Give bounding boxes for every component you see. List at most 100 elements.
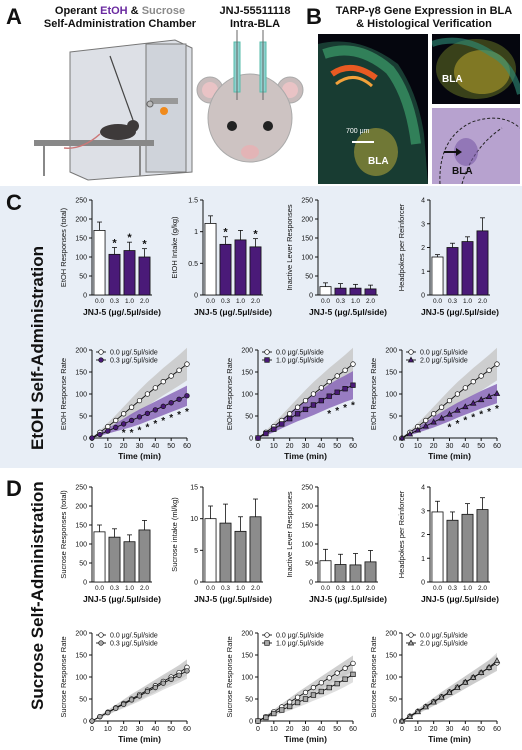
d_line1-series-point	[184, 668, 190, 674]
d_line3-series-point	[438, 693, 445, 700]
c_intake-ytick-label: 1.5	[188, 198, 198, 205]
c_headpokes-bar	[446, 247, 459, 296]
c_total-ylabel: EtOH Responses (total)	[59, 207, 68, 287]
d_line2-series-point	[318, 680, 324, 686]
d_intake-bar	[249, 516, 262, 583]
d_line2-xlabel: Time (min)	[284, 734, 327, 744]
c_line3-xtick-label: 0	[400, 443, 404, 450]
c_line2-legend-label: 0.0 μg/.5μl/side	[276, 350, 324, 357]
d_inactive-ytick-label: 150	[301, 523, 313, 530]
c_line1-sig-star: *	[145, 422, 149, 433]
c_line3-series-point	[438, 404, 445, 410]
c_line1-legend-marker	[98, 349, 104, 355]
c_line1-ytick-label: 50	[79, 414, 87, 421]
c_inactive-bar	[334, 287, 347, 296]
c_intake-bar	[219, 243, 232, 296]
c_line2-series-point	[342, 386, 348, 392]
d_inactive-xlabel: JNJ-5 (μg/.5μl/side)	[309, 594, 387, 604]
d_headpokes-bar	[476, 509, 489, 583]
histology-overview-image: 700 μm BLA	[318, 34, 428, 184]
d_intake-ytick-label: 10	[190, 516, 198, 523]
d_headpokes-xtick-label: 0.3	[448, 585, 457, 592]
c_line1-series-point	[184, 393, 190, 399]
c_total-ytick-label: 250	[75, 198, 87, 205]
histology-cannula-drawing	[439, 117, 520, 184]
c_total-sig-star: *	[142, 239, 147, 251]
c_line2-series-point	[310, 402, 317, 408]
d_headpokes-bar	[431, 511, 444, 583]
c_line2-xtick-label: 0	[256, 443, 260, 450]
c_total-xlabel: JNJ-5 (μg/.5μl/side)	[83, 307, 161, 317]
d_intake-bar	[234, 530, 247, 583]
d_intake-bar	[204, 518, 217, 583]
c_intake-bar	[234, 239, 247, 296]
c_headpokes-xtick-label: 2.0	[478, 298, 487, 305]
c_line3-legend-marker	[407, 356, 415, 363]
c_line2-ytick-label: 50	[245, 414, 253, 421]
d_intake-xtick-label: 2.0	[251, 585, 260, 592]
d_line3-xtick-label: 40	[461, 726, 469, 733]
d_line1-series-point	[152, 684, 158, 691]
rat-head-illustration	[196, 30, 304, 163]
drug-title-line1: JNJ-55511118	[219, 5, 291, 17]
c_line3-sig-star: *	[487, 407, 491, 418]
c_line3-xtick-label: 10	[414, 443, 422, 450]
d_line2-series-point	[279, 707, 285, 713]
d_line1-ytick-label: 0	[83, 719, 87, 726]
c_headpokes-ytick-label: 4	[421, 198, 425, 205]
panel-d-label: D	[6, 476, 22, 501]
c_line1-xtick-label: 50	[167, 443, 175, 450]
d_line3-series-point	[406, 713, 414, 719]
d_inactive-ytick-label: 100	[301, 542, 313, 549]
d_line1-ytick-label: 150	[75, 653, 87, 660]
c_line3-series-point	[446, 410, 453, 417]
c_line2-series-point	[326, 379, 332, 385]
c_line3-xtick-label: 50	[477, 443, 485, 450]
c_line3-series-point	[406, 430, 414, 437]
c_intake-xtick-label: 0.0	[206, 298, 215, 305]
d_inactive-bar	[349, 564, 362, 583]
c_line3-sig-star: *	[448, 422, 452, 433]
c_line3-sig-star: *	[471, 413, 475, 424]
d_total-ylabel: Sucrose Responses (total)	[59, 490, 68, 579]
chamber-title-etoh: EtOH	[100, 5, 128, 17]
c_line1-series-point	[168, 373, 174, 379]
d_line1-legend-marker	[98, 632, 104, 638]
d_line3-series-point	[477, 669, 485, 675]
c_line1-sig-star: *	[177, 410, 181, 421]
c_line2-ylabel: EtOH Response Rate	[225, 358, 234, 430]
c_headpokes-ytick-label: 0	[421, 293, 425, 300]
c_line3-series-point	[478, 373, 484, 379]
c_headpokes-bar	[431, 256, 444, 296]
c_line1-legend-marker	[98, 357, 104, 363]
d_intake-xtick-label: 0.0	[206, 585, 215, 592]
c_line1-series-point	[152, 385, 158, 391]
c_line1-ylabel: EtOH Response Rate	[59, 358, 68, 430]
d_line3-ytick-label: 150	[385, 653, 397, 660]
d_line3-ytick-label: 200	[385, 631, 397, 638]
c_line2-series-point	[302, 397, 309, 404]
d_line1-series-point	[121, 701, 127, 707]
d_headpokes-ytick-label: 1	[421, 556, 425, 563]
d_line3-xtick-label: 20	[430, 726, 438, 733]
c_headpokes-ytick-label: 1	[421, 269, 425, 276]
d_line3-legend-label: 0.0 μg/.5μl/side	[420, 633, 468, 640]
c_line1-xtick-label: 30	[136, 443, 144, 450]
d_inactive-xtick-label: 2.0	[366, 585, 375, 592]
d_line1-xtick-label: 60	[183, 726, 191, 733]
d_line3-series-point	[398, 717, 406, 724]
d_line3-series-point	[454, 684, 461, 690]
c_intake-xtick-label: 0.3	[221, 298, 230, 305]
c_total-bar	[138, 256, 151, 296]
drug-title: JNJ-55511118 Intra-BLA	[200, 5, 310, 31]
c_line2-sig-star: *	[335, 406, 339, 417]
d_intake-bar	[219, 522, 232, 583]
d_line2-legend-marker	[264, 632, 270, 638]
d_line1-series-point	[144, 688, 151, 695]
d_total-xtick-label: 1.0	[125, 585, 134, 592]
c_intake-bar	[204, 223, 217, 296]
d_line1-series-point	[113, 705, 119, 711]
d_line3-series-point	[422, 703, 429, 710]
c_total-ytick-label: 50	[79, 274, 87, 281]
c_line2-series-point	[310, 391, 317, 397]
